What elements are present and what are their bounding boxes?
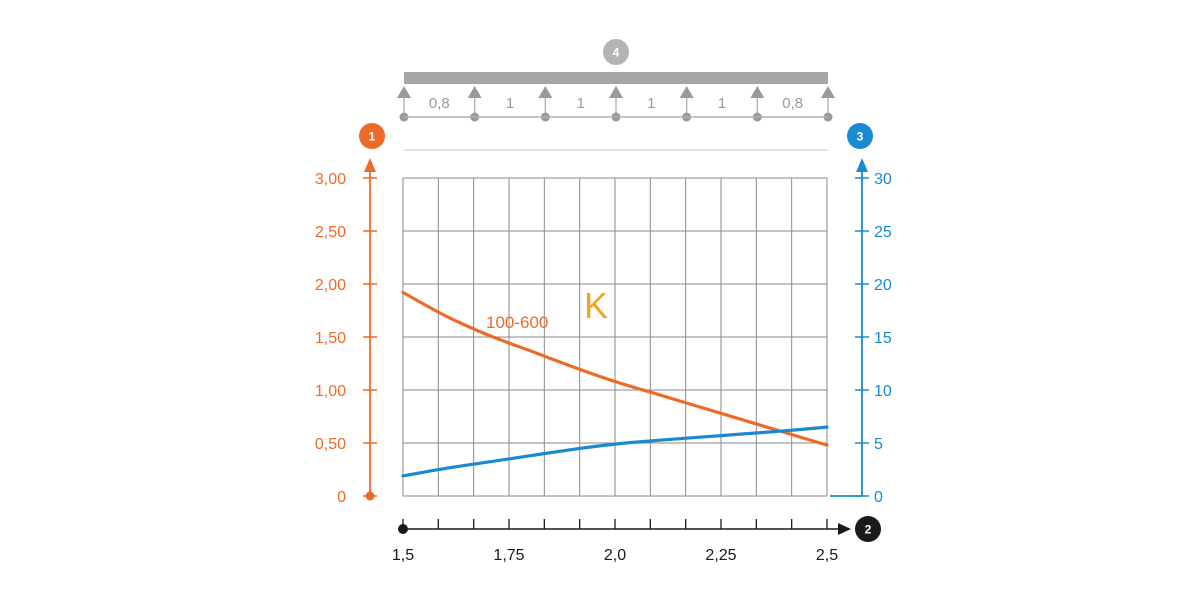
series-100-600-label: 100-600 (486, 313, 548, 332)
right-axis-badge (847, 123, 873, 149)
bottom-axis-arrow (838, 523, 851, 535)
left-axis-tick-label: 0 (337, 489, 346, 506)
beam-span-labels: 0,8 1 1 1 1 0,8 (429, 95, 803, 112)
beam-span-label: 1 (576, 95, 584, 112)
right-axis-tick-label: 15 (874, 330, 892, 347)
beam-support-triangle (821, 86, 835, 98)
bottom-axis: 2 1,5 1,75 2,0 2,25 2,5 (392, 516, 881, 564)
right-axis-badge-label: 3 (857, 130, 864, 144)
right-axis-arrow (856, 158, 868, 172)
left-axis: 1 0 0,50 1,00 1,50 2,00 2,50 3,00 (315, 123, 385, 506)
plot-grid (402, 177, 828, 497)
right-axis: 3 0 5 10 15 20 25 30 (830, 123, 892, 506)
beam-span-label: 1 (647, 95, 655, 112)
bottom-axis-badge (855, 516, 881, 542)
right-axis-tick-label: 25 (874, 224, 892, 241)
beam-badge-label: 4 (613, 46, 620, 60)
left-axis-ticks: 0 0,50 1,00 1,50 2,00 2,50 3,00 (315, 171, 377, 506)
bottom-axis-badge-label: 2 (865, 523, 872, 537)
beam-support-triangle (467, 86, 482, 98)
series-100-600-line (401, 290, 829, 447)
beam-span-label: 0,8 (782, 95, 803, 112)
bottom-axis-ticks: 1,5 1,75 2,0 2,25 2,5 (392, 519, 838, 564)
bottom-axis-tick-label: 2,5 (816, 547, 838, 564)
left-axis-tick-label: 1,00 (315, 383, 346, 400)
beam-diagram: 0,8 1 1 1 1 0,8 4 (397, 39, 835, 151)
left-axis-tick-label: 1,50 (315, 330, 346, 347)
bottom-axis-tick-label: 1,5 (392, 547, 414, 564)
right-axis-ticks: 0 5 10 15 20 25 30 (855, 171, 892, 506)
bottom-axis-tick-label: 1,75 (493, 547, 524, 564)
annotation-k-label: K (584, 285, 608, 326)
bottom-axis-tick-label: 2,0 (604, 547, 626, 564)
beam-supports (397, 86, 835, 122)
right-axis-tick-label: 20 (874, 277, 892, 294)
left-axis-tick-label: 2,50 (315, 224, 346, 241)
left-axis-arrow (364, 158, 376, 172)
beam-bar (404, 72, 828, 84)
right-axis-tick-label: 0 (874, 489, 883, 506)
left-axis-badge (359, 123, 385, 149)
beam-support-triangle (750, 86, 765, 98)
left-axis-tick-label: 2,00 (315, 277, 346, 294)
series-blue-line (401, 425, 829, 478)
left-axis-badge-label: 1 (369, 130, 376, 144)
beam-support-triangle (679, 86, 694, 98)
beam-support-triangle (609, 86, 623, 98)
left-axis-tick-label: 3,00 (315, 171, 346, 188)
bottom-axis-tick-label: 2,25 (705, 547, 736, 564)
beam-span-label: 1 (506, 95, 514, 112)
beam-span-label: 1 (718, 95, 726, 112)
beam-badge (603, 39, 629, 65)
right-axis-tick-label: 30 (874, 171, 892, 188)
beam-support-triangle (397, 86, 411, 98)
beam-support-triangle (538, 86, 553, 98)
right-axis-tick-label: 5 (874, 436, 883, 453)
left-axis-tick-label: 0,50 (315, 436, 346, 453)
right-axis-tick-label: 10 (874, 383, 892, 400)
beam-span-label: 0,8 (429, 95, 450, 112)
